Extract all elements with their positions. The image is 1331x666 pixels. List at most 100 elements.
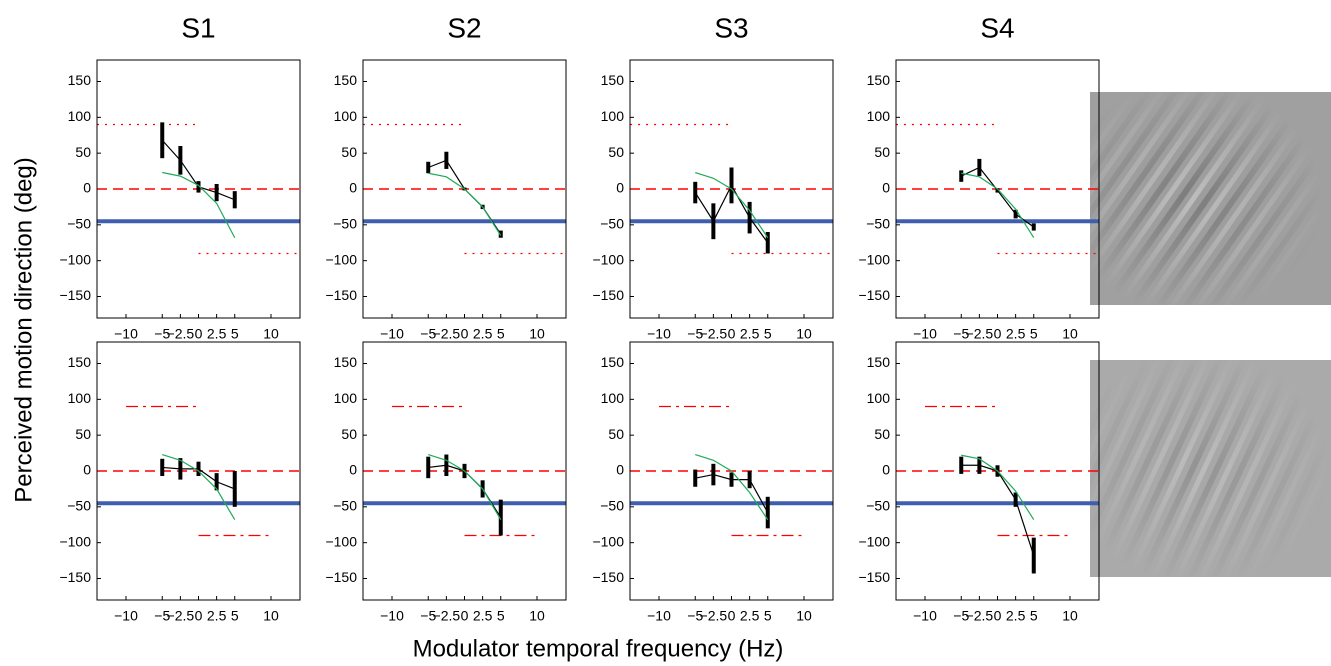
y-tick-label: 150 — [68, 354, 92, 370]
x-tick-label: −5 — [154, 608, 170, 624]
x-tick-label: −2.5 — [966, 608, 994, 624]
x-tick-label: 5 — [764, 608, 772, 624]
x-tick-label: 2.5 — [1006, 608, 1026, 624]
y-tick-label: 0 — [882, 462, 890, 478]
y-tick-label: −150 — [59, 569, 91, 585]
y-tick-label: −100 — [59, 533, 91, 549]
x-tick-label: 0 — [728, 326, 736, 342]
x-tick-label: −5 — [953, 608, 969, 624]
axes-box — [362, 59, 567, 319]
stimulus-image-top — [1090, 92, 1331, 305]
y-tick-label: 50 — [608, 426, 624, 442]
x-axis-label: Modulator temporal frequency (Hz) — [413, 635, 784, 662]
y-tick-label: 0 — [349, 462, 357, 478]
axes-box — [895, 59, 1100, 319]
y-tick-label: −50 — [333, 498, 357, 514]
x-tick-label: −5 — [687, 608, 703, 624]
panel-title: S2 — [447, 12, 481, 43]
y-tick-label: −100 — [325, 251, 357, 267]
y-tick-label: 150 — [68, 72, 92, 88]
x-tick-label: 2.5 — [207, 608, 227, 624]
x-tick-label: −2.5 — [700, 326, 728, 342]
x-tick-label: −10 — [380, 326, 404, 342]
x-tick-label: 2.5 — [207, 326, 227, 342]
y-tick-label: −150 — [592, 569, 624, 585]
stimulus-image-bottom — [1090, 360, 1331, 577]
y-tick-label: −100 — [858, 251, 890, 267]
x-tick-label: −10 — [647, 608, 671, 624]
y-tick-label: −150 — [858, 287, 890, 303]
x-tick-label: 10 — [529, 608, 545, 624]
y-tick-label: −100 — [59, 251, 91, 267]
x-tick-label: 10 — [263, 326, 279, 342]
y-tick-label: −100 — [858, 533, 890, 549]
x-tick-label: 10 — [1062, 326, 1078, 342]
x-tick-label: 2.5 — [1006, 326, 1026, 342]
y-tick-label: −100 — [325, 533, 357, 549]
x-tick-label: −2.5 — [433, 326, 461, 342]
y-tick-label: −100 — [592, 533, 624, 549]
y-tick-label: 50 — [874, 144, 890, 160]
y-tick-label: 150 — [334, 354, 358, 370]
y-tick-label: 100 — [601, 108, 625, 124]
y-tick-label: 0 — [882, 180, 890, 196]
y-tick-label: −50 — [67, 216, 91, 232]
x-tick-label: −5 — [154, 326, 170, 342]
y-axis-label: Perceived motion direction (deg) — [10, 157, 37, 503]
x-tick-label: −10 — [913, 608, 937, 624]
x-tick-label: 5 — [497, 608, 505, 624]
y-tick-label: 150 — [867, 72, 891, 88]
y-tick-label: −150 — [858, 569, 890, 585]
y-tick-label: 100 — [867, 390, 891, 406]
x-tick-label: −10 — [380, 608, 404, 624]
y-tick-label: 100 — [601, 390, 625, 406]
y-tick-label: −50 — [333, 216, 357, 232]
y-tick-label: −50 — [600, 216, 624, 232]
y-tick-label: 0 — [349, 180, 357, 196]
x-tick-label: 10 — [796, 608, 812, 624]
series-line — [428, 172, 502, 236]
panel-title: S3 — [714, 12, 748, 43]
x-tick-label: 5 — [497, 326, 505, 342]
x-tick-label: 0 — [461, 326, 469, 342]
x-tick-label: 10 — [263, 608, 279, 624]
y-tick-label: 50 — [75, 144, 91, 160]
x-tick-label: 5 — [1030, 608, 1038, 624]
y-tick-label: 0 — [616, 180, 624, 196]
x-tick-label: 0 — [994, 608, 1002, 624]
y-tick-label: 50 — [341, 426, 357, 442]
axes-box — [362, 341, 567, 601]
axes-box — [629, 59, 834, 319]
y-tick-label: 0 — [83, 180, 91, 196]
series-line — [960, 166, 1035, 228]
y-tick-label: 100 — [334, 108, 358, 124]
y-tick-label: −150 — [592, 287, 624, 303]
x-tick-label: −10 — [114, 326, 138, 342]
series-line — [961, 464, 1035, 556]
y-tick-label: 150 — [601, 72, 625, 88]
axes-box — [96, 59, 301, 319]
x-tick-label: −2.5 — [700, 608, 728, 624]
x-tick-label: 0 — [195, 326, 203, 342]
y-tick-label: 150 — [601, 354, 625, 370]
y-tick-label: −150 — [325, 569, 357, 585]
x-tick-label: −10 — [913, 326, 937, 342]
x-tick-label: −2.5 — [433, 608, 461, 624]
panel-title: S4 — [980, 12, 1014, 43]
y-tick-label: 100 — [867, 108, 891, 124]
x-tick-label: 2.5 — [740, 608, 760, 624]
x-tick-label: −5 — [420, 608, 436, 624]
x-tick-label: −5 — [420, 326, 436, 342]
x-tick-label: −5 — [687, 326, 703, 342]
x-tick-label: 5 — [231, 326, 239, 342]
y-tick-label: 100 — [334, 390, 358, 406]
y-tick-label: 0 — [83, 462, 91, 478]
x-tick-label: 0 — [728, 608, 736, 624]
x-tick-label: 2.5 — [740, 326, 760, 342]
x-tick-label: −2.5 — [167, 608, 195, 624]
y-tick-label: 50 — [75, 426, 91, 442]
x-tick-label: 10 — [529, 326, 545, 342]
y-tick-label: −50 — [67, 498, 91, 514]
x-tick-label: −2.5 — [167, 326, 195, 342]
